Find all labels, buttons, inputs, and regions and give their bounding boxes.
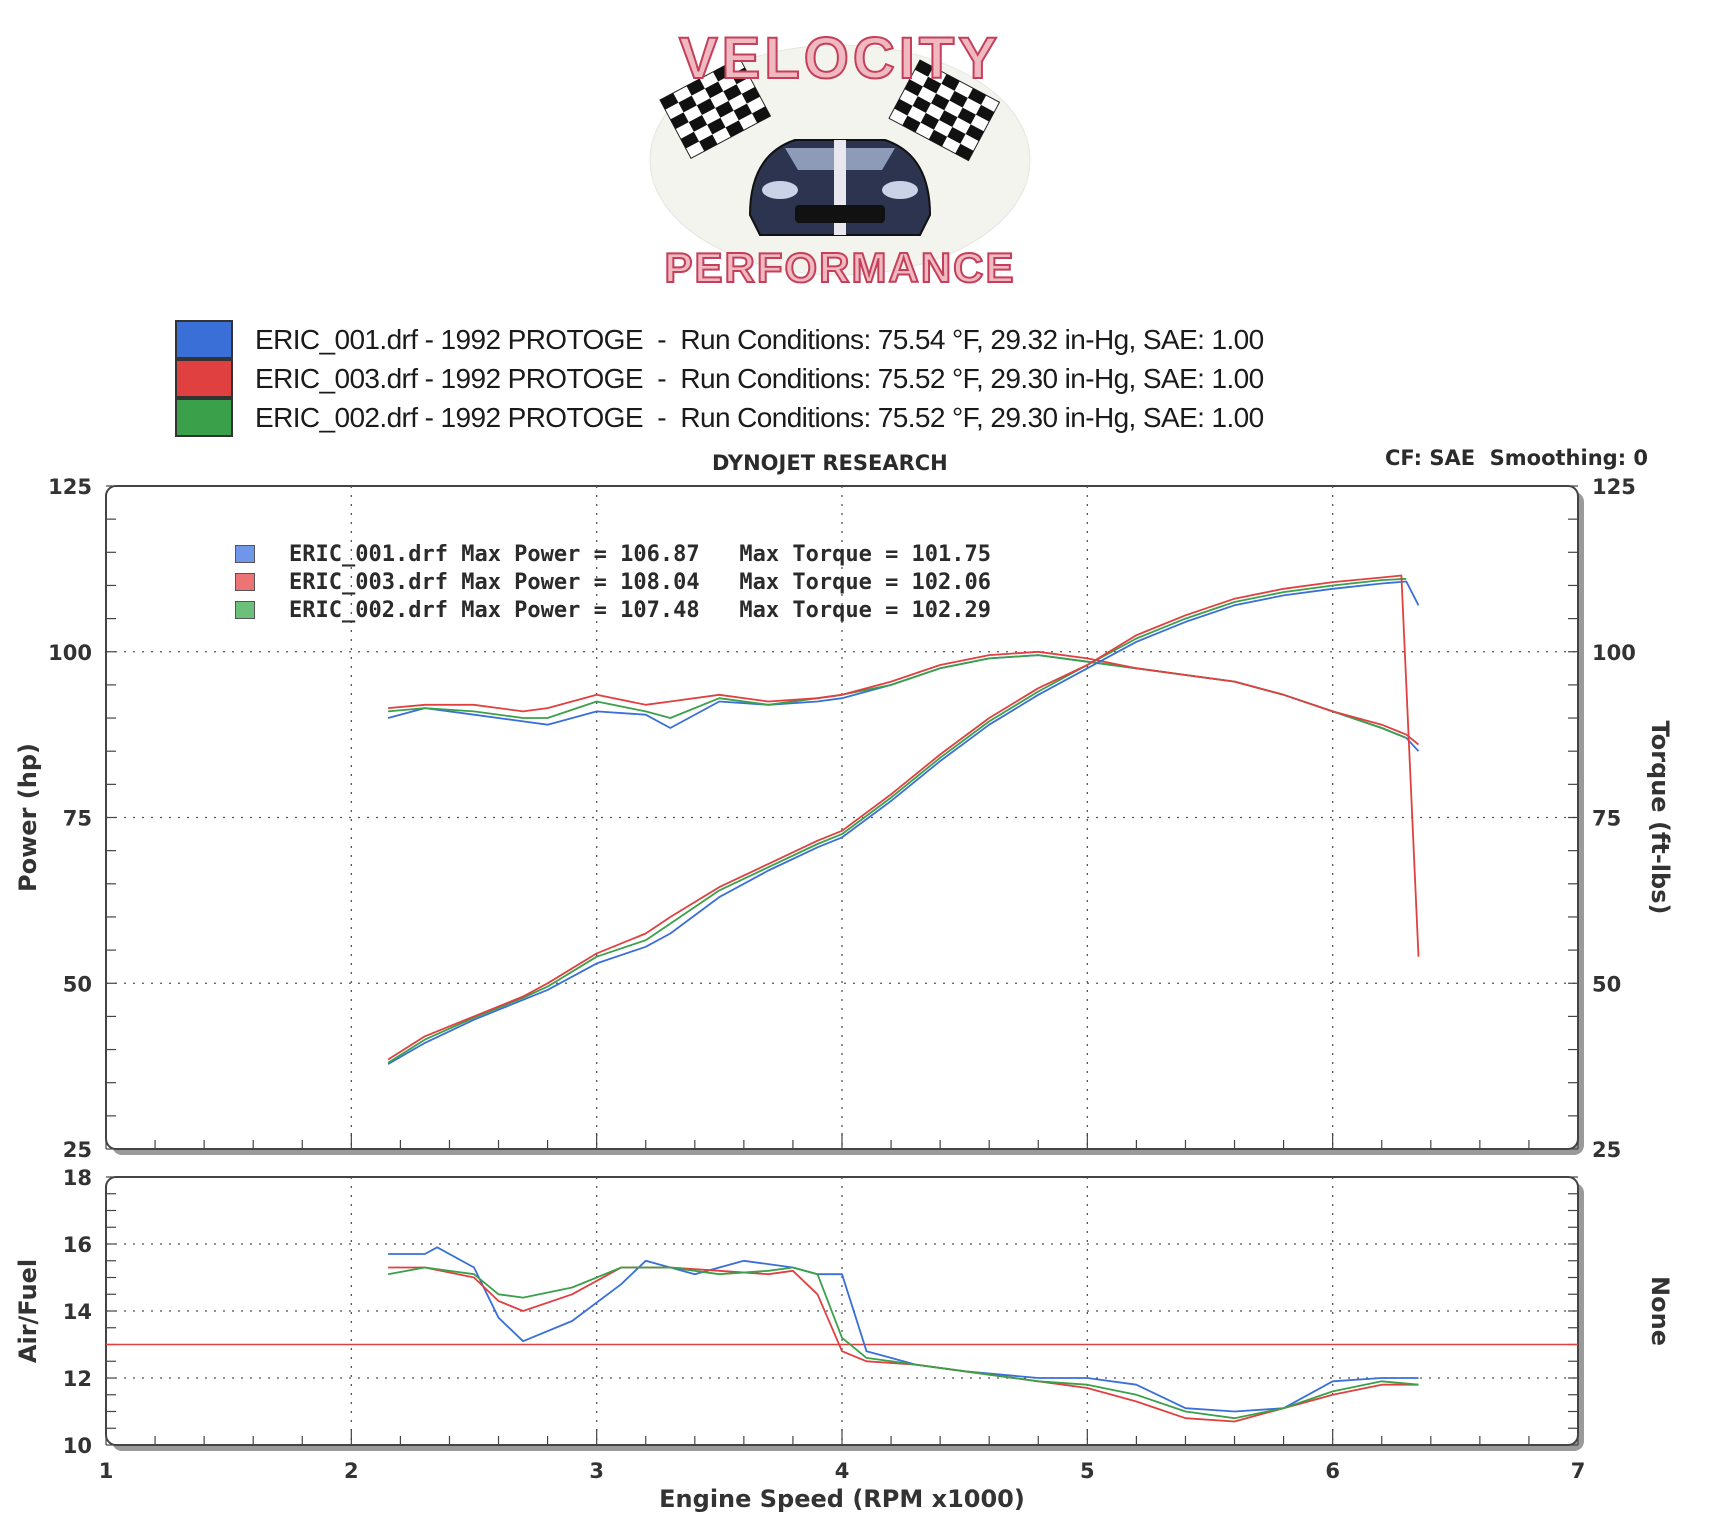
stat-max-torque: Max Torque = 102.06 [739, 569, 992, 595]
y-tick-label: 125 [48, 475, 92, 499]
x-tick-label: 7 [1571, 1459, 1586, 1483]
x-tick-label: 2 [344, 1459, 359, 1483]
stat-max-torque: Max Torque = 102.29 [739, 597, 992, 623]
stat-max-power: Max Power = 107.48 [461, 597, 700, 623]
cf-smoothing-label: CF: SAE Smoothing: 0 [1385, 446, 1649, 470]
run-vehicle: 1992 PROTOGE [440, 362, 644, 394]
logo-top-text: VELOCITY [679, 26, 1001, 91]
stat-color-swatch [235, 601, 255, 619]
stat-row: ERIC_001.drf Max Power = 106.87 Max Torq… [235, 540, 991, 568]
y-tick-label: 50 [63, 972, 92, 996]
y-tick-label: 25 [63, 1138, 92, 1162]
air-fuel-curve [388, 1266, 1419, 1423]
max-stats-box: ERIC_001.drf Max Power = 106.87 Max Torq… [235, 540, 991, 624]
run-legend-row: ERIC_003.drf - 1992 PROTOGE - Run Condit… [175, 359, 1264, 398]
y2-tick-label: 25 [1592, 1138, 1621, 1162]
stat-file: ERIC_003.drf [289, 569, 448, 595]
af-y-tick-label: 16 [63, 1233, 92, 1257]
y-tick-label: 75 [63, 807, 92, 831]
run-legend-row: ERIC_002.drf - 1992 PROTOGE - Run Condit… [175, 398, 1264, 437]
run-conditions: Run Conditions: 75.52 °F, 29.30 in-Hg, S… [680, 362, 1264, 394]
stat-max-torque: Max Torque = 101.75 [739, 541, 992, 567]
run-legend-row: ERIC_001.drf - 1992 PROTOGE - Run Condit… [175, 320, 1264, 359]
run-conditions: Run Conditions: 75.52 °F, 29.30 in-Hg, S… [680, 401, 1264, 433]
power-curve [387, 574, 1420, 1061]
stat-file: ERIC_001.drf [289, 541, 448, 567]
y2-tick-label: 125 [1592, 475, 1636, 499]
stat-file: ERIC_002.drf [289, 597, 448, 623]
af-y-tick-label: 14 [63, 1300, 92, 1324]
run-legend: ERIC_001.drf - 1992 PROTOGE - Run Condit… [175, 320, 1264, 437]
af-y-tick-label: 10 [63, 1434, 92, 1458]
run-file: ERIC_003.drf [255, 362, 418, 394]
run-file: ERIC_001.drf [255, 323, 418, 355]
run-color-swatch [175, 320, 233, 359]
y-tick-label: 100 [48, 641, 92, 665]
run-vehicle: 1992 PROTOGE [440, 323, 644, 355]
x-axis-title: Engine Speed (RPM x1000) [659, 1485, 1025, 1513]
run-color-swatch [175, 398, 233, 437]
y2-tick-label: 100 [1592, 641, 1636, 665]
stat-color-swatch [235, 545, 255, 563]
x-tick-label: 5 [1080, 1459, 1095, 1483]
run-color-swatch [175, 359, 233, 398]
x-tick-label: 6 [1325, 1459, 1340, 1483]
x-tick-label: 3 [589, 1459, 604, 1483]
stat-color-swatch [235, 573, 255, 591]
power-curve [387, 577, 1407, 1064]
run-conditions: Run Conditions: 75.54 °F, 29.32 in-Hg, S… [680, 323, 1264, 355]
af-y-axis-title: Air/Fuel [14, 1259, 42, 1363]
af-y-tick-label: 12 [63, 1367, 92, 1391]
af-y-tick-label: 18 [63, 1166, 92, 1190]
air-fuel-curve [388, 1246, 1419, 1413]
af-y2-axis-title: None [1646, 1276, 1674, 1346]
power-torque-plot: 25 50 75 100 125 25 50 75 100 125 Power (hp) Torque… [14, 475, 1674, 1162]
stat-row: ERIC_002.drf Max Power = 107.48 Max Torq… [235, 596, 991, 624]
checkered-flag-right-icon [888, 59, 1001, 162]
power-curve [387, 580, 1420, 1065]
x-tick-label: 1 [99, 1459, 114, 1483]
x-tick-label: 4 [835, 1459, 850, 1483]
stat-max-power: Max Power = 108.04 [461, 569, 700, 595]
stat-row: ERIC_003.drf Max Power = 108.04 Max Torq… [235, 568, 991, 596]
velocity-performance-logo: VELOCITY PERFORMANCE [649, 25, 1031, 290]
y2-tick-label: 50 [1592, 972, 1621, 996]
air-fuel-curve [387, 1266, 1419, 1420]
y2-tick-label: 75 [1592, 807, 1621, 831]
y2-axis-title: Torque (ft-lbs) [1646, 721, 1674, 915]
logo-bottom-text: PERFORMANCE [664, 244, 1015, 290]
sports-car-icon [748, 139, 932, 236]
run-file: ERIC_002.drf [255, 401, 418, 433]
y-axis-title: Power (hp) [14, 743, 42, 892]
torque-curve [388, 650, 1420, 746]
checkered-flag-left-icon [659, 57, 772, 159]
run-vehicle: 1992 PROTOGE [440, 401, 644, 433]
stat-max-power: Max Power = 106.87 [461, 541, 700, 567]
chart-header-title: DYNOJET RESEARCH [712, 451, 948, 475]
